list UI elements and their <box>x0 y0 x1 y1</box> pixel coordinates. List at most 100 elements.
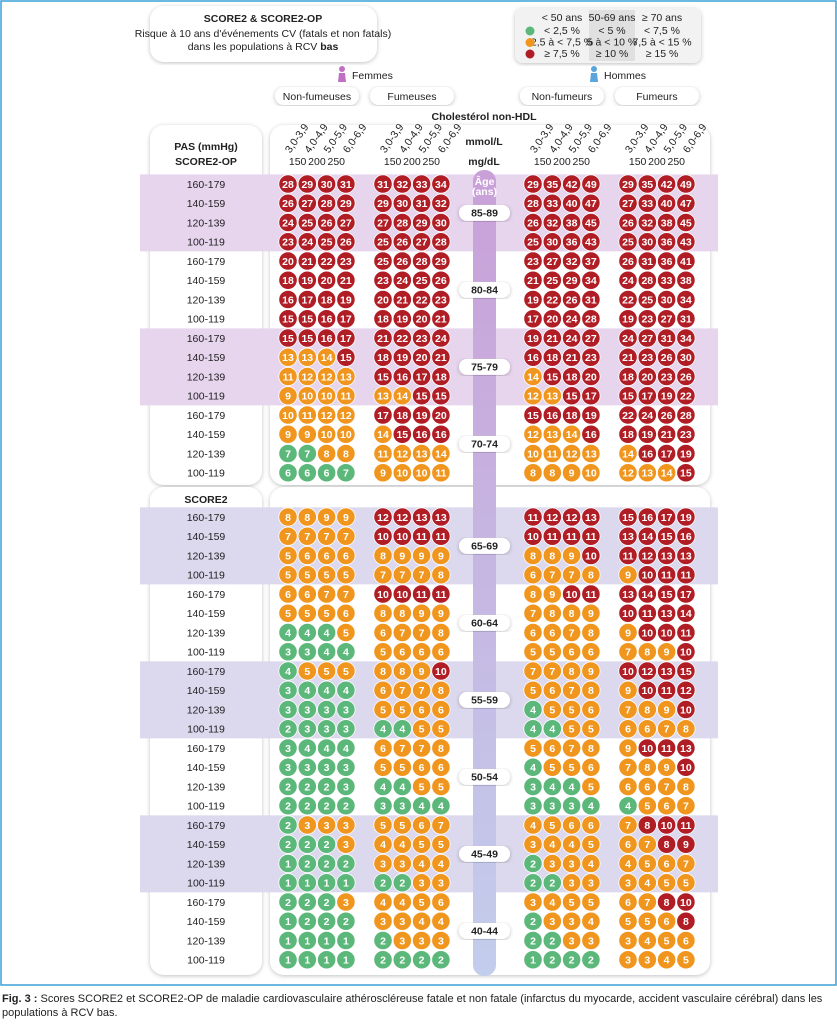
risk-value: 36 <box>661 256 673 268</box>
risk-cell <box>373 930 393 951</box>
risk-cell <box>581 815 601 835</box>
risk-value: 19 <box>396 314 408 326</box>
risk-value: 7 <box>343 531 349 543</box>
risk-cell <box>297 622 317 643</box>
risk-value: 7 <box>569 570 575 582</box>
risk-cell <box>542 680 562 700</box>
risk-value: 3 <box>380 916 386 928</box>
risk-cell <box>581 251 601 271</box>
risk-value: 8 <box>324 448 330 460</box>
risk-cell <box>373 892 393 912</box>
risk-cell <box>431 405 451 425</box>
risk-cell <box>542 443 562 464</box>
risk-value: 6 <box>324 468 330 480</box>
smoking-box <box>369 87 454 105</box>
risk-cell <box>542 584 562 604</box>
risk-value: 4 <box>530 724 536 736</box>
risk-cell <box>392 642 412 662</box>
risk-value: 7 <box>549 666 555 678</box>
risk-cell <box>637 565 657 585</box>
risk-value: 10 <box>435 666 447 678</box>
risk-value: 20 <box>321 275 333 287</box>
risk-cell <box>316 174 337 194</box>
legend-entry: < 5 % <box>598 25 625 37</box>
risk-value: 6 <box>569 647 575 659</box>
risk-cell <box>431 232 451 252</box>
risk-cell <box>618 386 638 406</box>
risk-value: 3 <box>304 724 310 736</box>
risk-cell <box>411 834 432 854</box>
risk-cell <box>373 270 393 290</box>
pas-label: 140-159 <box>187 429 226 441</box>
risk-cell <box>676 212 696 233</box>
pas-label: 100-119 <box>187 955 225 967</box>
risk-value: 3 <box>569 916 575 928</box>
risk-value: 17 <box>527 314 539 326</box>
risk-cell <box>373 680 393 700</box>
risk-cell <box>278 526 298 546</box>
risk-cell <box>411 193 432 213</box>
risk-value: 4 <box>399 839 405 851</box>
risk-cell <box>618 853 638 874</box>
risk-cell <box>392 911 412 931</box>
risk-cell <box>618 911 638 931</box>
risk-cell <box>542 565 562 585</box>
mgdl-tick: 250 <box>667 156 685 168</box>
risk-value: 17 <box>377 410 389 422</box>
risk-value: 2 <box>324 916 330 928</box>
risk-cell <box>431 834 451 854</box>
risk-value: 15 <box>301 333 313 345</box>
risk-cell <box>411 661 432 681</box>
risk-value: 8 <box>683 781 689 793</box>
risk-value: 3 <box>625 955 631 967</box>
risk-value: 26 <box>282 198 294 210</box>
risk-value: 35 <box>641 179 653 191</box>
risk-cell <box>561 853 582 874</box>
risk-cell <box>523 584 543 604</box>
risk-cell <box>523 289 543 310</box>
risk-cell <box>618 174 638 194</box>
risk-cell <box>542 212 562 233</box>
pas-label: 160-179 <box>187 256 226 268</box>
risk-cell <box>373 776 393 797</box>
risk-cell <box>297 386 317 406</box>
risk-value: 11 <box>435 589 446 601</box>
risk-cell <box>656 873 677 893</box>
risk-value: 14 <box>661 468 673 480</box>
risk-cell <box>431 565 451 585</box>
risk-value: 11 <box>547 448 558 460</box>
subtitle-bold: bas <box>320 41 338 53</box>
risk-cell <box>542 386 562 406</box>
risk-value: 5 <box>588 781 594 793</box>
risk-value: 2 <box>285 781 291 793</box>
risk-value: 7 <box>569 627 575 639</box>
risk-value: 47 <box>680 198 692 210</box>
risk-value: 27 <box>622 198 634 210</box>
risk-cell <box>411 251 432 271</box>
risk-cell <box>656 545 677 566</box>
risk-cell <box>316 930 337 951</box>
risk-cell <box>676 386 696 406</box>
risk-cell <box>431 526 451 546</box>
risk-value: 13 <box>416 448 428 460</box>
risk-value: 8 <box>380 666 386 678</box>
risk-cell <box>431 873 451 893</box>
caption-label: Fig. 3 : <box>2 993 38 1005</box>
risk-value: 3 <box>399 858 405 870</box>
risk-cell <box>411 366 432 387</box>
risk-value: 4 <box>549 781 555 793</box>
risk-value: 26 <box>396 256 408 268</box>
risk-cell <box>581 463 601 483</box>
risk-value: 30 <box>680 352 692 364</box>
risk-value: 5 <box>380 820 386 832</box>
risk-value: 49 <box>585 179 597 191</box>
risk-cell <box>411 719 432 739</box>
risk-value: 6 <box>569 820 575 832</box>
risk-value: 3 <box>530 781 536 793</box>
risk-value: 4 <box>644 878 650 890</box>
risk-value: 7 <box>683 858 689 870</box>
risk-value: 2 <box>419 955 425 967</box>
risk-cell <box>676 930 696 951</box>
risk-value: 30 <box>641 237 653 249</box>
risk-cell <box>278 815 298 835</box>
